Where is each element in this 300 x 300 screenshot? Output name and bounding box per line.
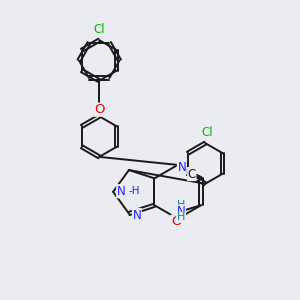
Text: N: N [133, 208, 141, 221]
Text: Cl: Cl [201, 126, 212, 139]
Text: O: O [94, 103, 104, 116]
Text: N: N [117, 185, 125, 198]
Text: C: C [188, 167, 196, 181]
Text: N: N [177, 161, 186, 174]
Text: -H: -H [129, 186, 140, 196]
Text: O: O [171, 215, 181, 228]
Text: Cl: Cl [93, 23, 105, 36]
Text: H: H [177, 200, 185, 210]
Text: N: N [177, 205, 185, 218]
Text: H: H [177, 212, 185, 222]
